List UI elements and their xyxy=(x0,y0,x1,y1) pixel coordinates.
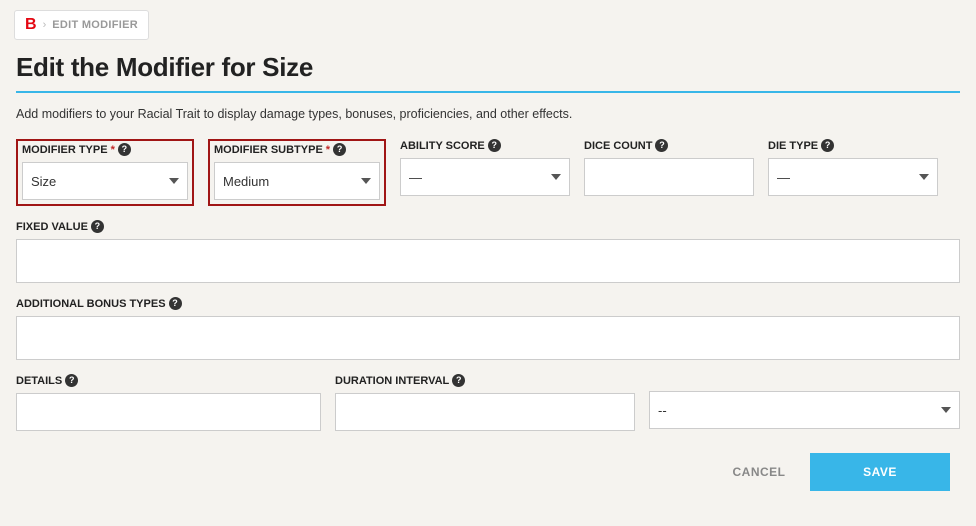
chevron-right-icon: › xyxy=(43,19,47,31)
label-die-type: DIE TYPE ? xyxy=(768,139,938,152)
field-duration-unit: -- xyxy=(649,374,960,431)
field-details: DETAILS ? xyxy=(16,374,321,431)
select-die-type[interactable]: — xyxy=(768,158,938,196)
label-details: DETAILS ? xyxy=(16,374,321,387)
label-modifier-subtype: MODIFIER SUBTYPE * ? xyxy=(214,143,380,156)
row-fixed-value: FIXED VALUE ? xyxy=(16,220,960,283)
label-modifier-type: MODIFIER TYPE * ? xyxy=(22,143,188,156)
row-additional-bonus: ADDITIONAL BONUS TYPES ? xyxy=(16,297,960,360)
page-title: Edit the Modifier for Size xyxy=(16,52,960,83)
select-modifier-type[interactable]: Size xyxy=(22,162,188,200)
field-modifier-type: MODIFIER TYPE * ? Size xyxy=(16,139,194,206)
label-text: ABILITY SCORE xyxy=(400,140,485,152)
label-text: ADDITIONAL BONUS TYPES xyxy=(16,298,166,310)
help-icon[interactable]: ? xyxy=(821,139,834,152)
help-icon[interactable]: ? xyxy=(65,374,78,387)
help-icon[interactable]: ? xyxy=(452,374,465,387)
label-text: DICE COUNT xyxy=(584,140,652,152)
input-additional-bonus-types[interactable] xyxy=(16,316,960,360)
field-dice-count: DICE COUNT ? xyxy=(584,139,754,206)
save-button[interactable]: SAVE xyxy=(810,453,950,491)
select-duration-unit[interactable]: -- xyxy=(649,391,960,429)
required-icon: * xyxy=(111,144,115,156)
breadcrumb: B › EDIT MODIFIER xyxy=(14,10,149,40)
input-dice-count[interactable] xyxy=(584,158,754,196)
brand-logo-icon[interactable]: B xyxy=(25,16,37,34)
label-text: MODIFIER SUBTYPE xyxy=(214,144,323,156)
input-fixed-value[interactable] xyxy=(16,239,960,283)
cancel-button[interactable]: CANCEL xyxy=(724,453,794,491)
label-text: DETAILS xyxy=(16,375,62,387)
breadcrumb-current: EDIT MODIFIER xyxy=(52,19,138,31)
row-details-duration: DETAILS ? DURATION INTERVAL ? -- xyxy=(16,374,960,431)
row-primary-fields: MODIFIER TYPE * ? Size MODIFIER SUBTYPE … xyxy=(16,139,960,206)
select-ability-score[interactable]: — xyxy=(400,158,570,196)
field-ability-score: ABILITY SCORE ? — xyxy=(400,139,570,206)
help-icon[interactable]: ? xyxy=(655,139,668,152)
help-icon[interactable]: ? xyxy=(169,297,182,310)
help-icon[interactable]: ? xyxy=(118,143,131,156)
label-duration-interval: DURATION INTERVAL ? xyxy=(335,374,635,387)
form-actions: CANCEL SAVE xyxy=(16,453,960,491)
field-duration-interval: DURATION INTERVAL ? xyxy=(335,374,635,431)
label-text: FIXED VALUE xyxy=(16,221,88,233)
main-container: Edit the Modifier for Size Add modifiers… xyxy=(0,40,976,491)
input-duration-interval[interactable] xyxy=(335,393,635,431)
field-die-type: DIE TYPE ? — xyxy=(768,139,938,206)
page-description: Add modifiers to your Racial Trait to di… xyxy=(16,107,960,121)
label-text: DURATION INTERVAL xyxy=(335,375,449,387)
title-rule xyxy=(16,91,960,93)
label-fixed-value: FIXED VALUE ? xyxy=(16,220,960,233)
required-icon: * xyxy=(326,144,330,156)
help-icon[interactable]: ? xyxy=(333,143,346,156)
label-text: MODIFIER TYPE xyxy=(22,144,108,156)
label-additional-bonus-types: ADDITIONAL BONUS TYPES ? xyxy=(16,297,960,310)
field-additional-bonus-types: ADDITIONAL BONUS TYPES ? xyxy=(16,297,960,360)
field-modifier-subtype: MODIFIER SUBTYPE * ? Medium xyxy=(208,139,386,206)
label-text: DIE TYPE xyxy=(768,140,818,152)
field-fixed-value: FIXED VALUE ? xyxy=(16,220,960,283)
input-details[interactable] xyxy=(16,393,321,431)
help-icon[interactable]: ? xyxy=(488,139,501,152)
label-dice-count: DICE COUNT ? xyxy=(584,139,754,152)
select-modifier-subtype[interactable]: Medium xyxy=(214,162,380,200)
label-ability-score: ABILITY SCORE ? xyxy=(400,139,570,152)
help-icon[interactable]: ? xyxy=(91,220,104,233)
